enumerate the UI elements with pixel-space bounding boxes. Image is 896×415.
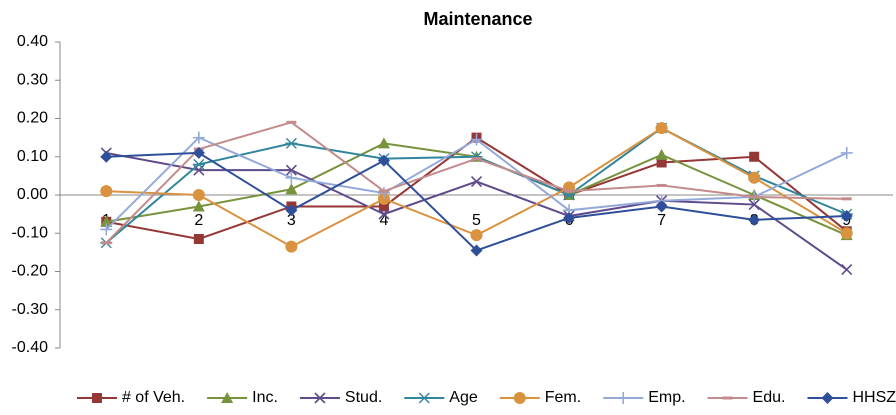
marker <box>655 122 668 135</box>
marker <box>314 392 326 404</box>
marker <box>655 148 668 160</box>
legend: # of Veh. Inc. Stud. Age Fem. Emp. Edu. HHSZ <box>76 389 896 406</box>
marker <box>100 223 113 236</box>
marker <box>470 244 483 257</box>
marker <box>378 201 389 212</box>
marker <box>377 137 390 149</box>
marker <box>748 213 761 226</box>
x-tick-label: 3 <box>287 212 296 229</box>
marker <box>841 264 853 276</box>
legend-label: Stud. <box>345 389 382 406</box>
marker <box>221 392 234 403</box>
legend-item: Stud. <box>299 389 382 406</box>
x-tick-label: 7 <box>657 212 666 229</box>
y-tick-label: -0.10 <box>12 224 49 241</box>
marker <box>192 131 205 144</box>
marker <box>285 183 298 195</box>
marker <box>378 208 390 220</box>
marker <box>192 158 205 170</box>
marker <box>100 150 113 163</box>
x-tick-label: 5 <box>472 212 481 229</box>
legend-label: Edu. <box>753 389 786 406</box>
legend-label: # of Veh. <box>122 389 185 406</box>
marker <box>285 171 298 184</box>
marker <box>192 146 205 159</box>
legend-label: Age <box>449 389 478 406</box>
legend-item: Edu. <box>707 389 786 406</box>
marker <box>470 176 483 188</box>
marker <box>748 198 760 211</box>
marker <box>100 185 113 198</box>
y-tick-label: 0.00 <box>17 186 48 203</box>
marker <box>513 392 526 404</box>
legend-label: Inc. <box>252 389 278 406</box>
marker <box>285 164 297 176</box>
marker <box>470 133 483 146</box>
legend-item: Fem. <box>499 389 581 406</box>
y-tick-label: 0.30 <box>17 71 48 88</box>
x-tick-label: 4 <box>379 212 388 229</box>
marker <box>285 137 298 149</box>
marker <box>193 233 204 244</box>
y-tick-label: -0.40 <box>12 339 49 356</box>
marker <box>840 210 853 223</box>
x-tick-label: 2 <box>194 212 203 229</box>
marker <box>285 240 298 253</box>
legend-label: HHSZ <box>852 389 896 406</box>
marker <box>192 189 205 201</box>
marker <box>748 171 761 184</box>
marker <box>377 154 390 167</box>
marker <box>418 392 431 404</box>
chart-title: Maintenance <box>423 9 532 29</box>
legend-label: Fem. <box>545 389 581 406</box>
legend-item: Inc. <box>207 389 278 406</box>
marker <box>840 227 853 240</box>
marker <box>91 393 102 403</box>
y-tick-label: -0.30 <box>12 301 49 318</box>
y-tick-label: 0.20 <box>17 110 48 127</box>
legend-item: Emp. <box>603 389 686 406</box>
marker <box>470 229 483 242</box>
y-tick-label: 0.40 <box>17 33 48 50</box>
marker <box>192 200 205 212</box>
y-tick-label: 0.10 <box>17 148 48 165</box>
marker <box>377 187 390 200</box>
legend-item: HHSZ <box>807 389 896 406</box>
marker <box>617 392 630 404</box>
legend-label: Emp. <box>648 389 685 406</box>
marker <box>655 200 668 213</box>
marker <box>656 157 667 168</box>
legend-item: Age <box>404 389 478 406</box>
marker <box>749 151 760 162</box>
marker <box>840 146 853 159</box>
marker <box>821 392 834 404</box>
marker <box>563 211 576 224</box>
y-tick-label: -0.20 <box>12 263 49 280</box>
legend-item: # of Veh. <box>76 389 185 406</box>
marker <box>285 204 298 217</box>
marker <box>100 215 113 227</box>
